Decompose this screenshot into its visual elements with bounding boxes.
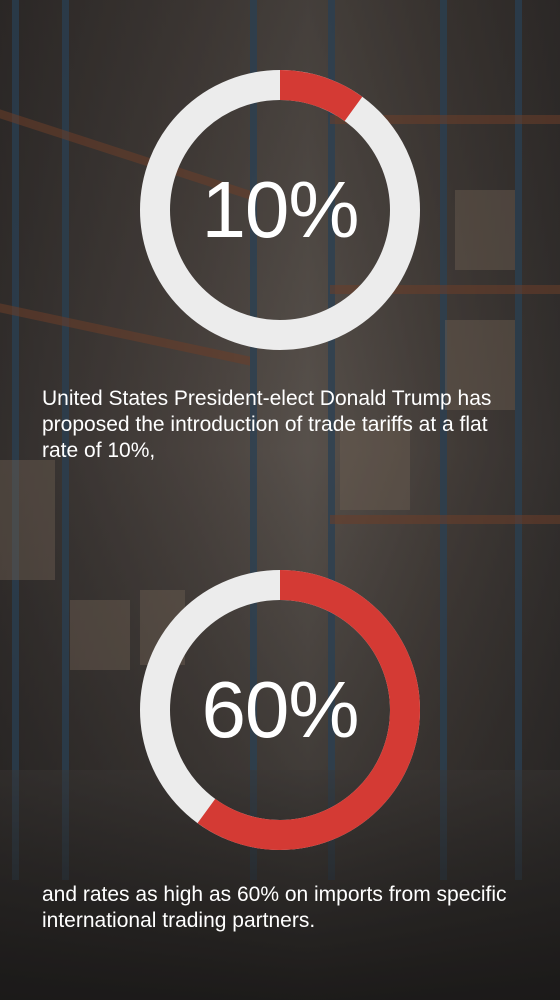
percentage-label: 60%	[201, 665, 359, 754]
donut-value-arc	[140, 70, 420, 350]
donut-svg-60	[140, 570, 420, 850]
donut-svg-10	[140, 70, 420, 350]
percentage-label: 10%	[201, 165, 359, 254]
donut-value-arc	[140, 570, 420, 850]
caption-text: and rates as high as 60% on imports from…	[42, 883, 507, 932]
caption-text: United States President-elect Donald Tru…	[42, 387, 492, 462]
donut-chart-10: 10%	[140, 70, 420, 350]
donut-chart-60: 60%	[140, 570, 420, 850]
